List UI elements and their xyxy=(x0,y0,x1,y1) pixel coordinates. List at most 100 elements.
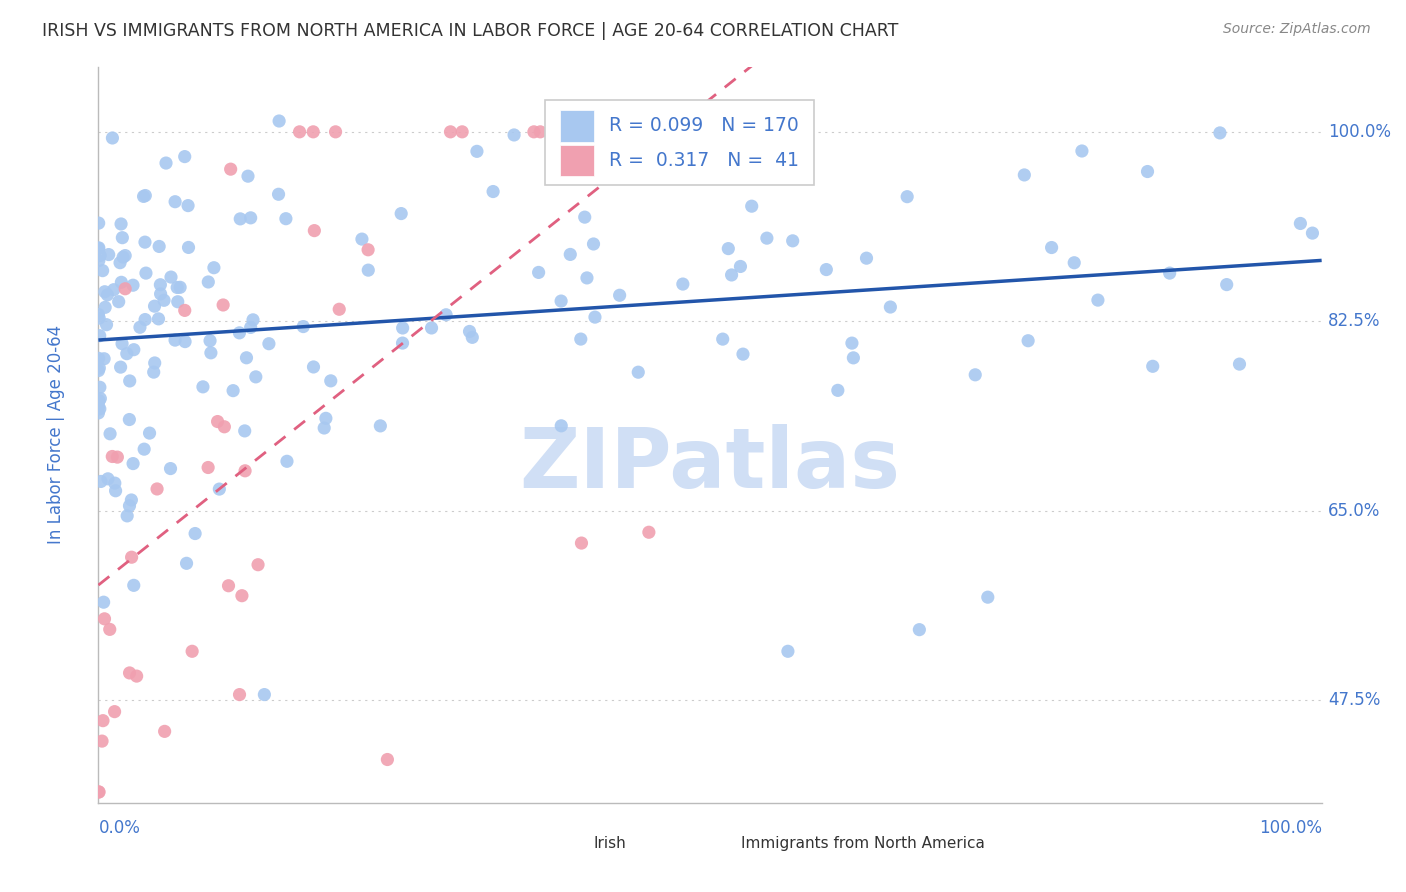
Text: IRISH VS IMMIGRANTS FROM NORTH AMERICA IN LABOR FORCE | AGE 20-64 CORRELATION CH: IRISH VS IMMIGRANTS FROM NORTH AMERICA I… xyxy=(42,22,898,40)
Point xyxy=(96,318,118,332)
Text: In Labor Force | Age 20-64: In Labor Force | Age 20-64 xyxy=(46,326,65,544)
Point xyxy=(1159,266,1181,280)
Point xyxy=(118,499,141,513)
Point xyxy=(896,189,918,203)
Point xyxy=(319,374,342,388)
Point xyxy=(198,334,221,348)
Point xyxy=(855,251,877,265)
Point xyxy=(93,612,115,626)
Point xyxy=(302,125,325,139)
Point xyxy=(434,308,457,322)
Point xyxy=(122,457,145,471)
FancyBboxPatch shape xyxy=(560,145,593,177)
Point xyxy=(724,114,747,128)
Point xyxy=(583,310,606,325)
Point xyxy=(503,128,526,142)
Point xyxy=(350,232,373,246)
Point xyxy=(257,336,280,351)
Point xyxy=(165,194,187,209)
Text: Immigrants from North America: Immigrants from North America xyxy=(741,836,984,851)
Point xyxy=(87,785,110,799)
Text: Source: ZipAtlas.com: Source: ZipAtlas.com xyxy=(1223,22,1371,37)
Point xyxy=(239,211,262,225)
Point xyxy=(815,262,838,277)
Point xyxy=(87,400,110,414)
Point xyxy=(97,472,120,486)
Point xyxy=(523,125,546,139)
Point xyxy=(91,263,114,277)
Point xyxy=(711,332,734,346)
Point xyxy=(267,187,290,202)
Point xyxy=(103,705,125,719)
Point xyxy=(527,265,550,279)
Point xyxy=(122,578,145,592)
Point xyxy=(104,483,127,498)
Point xyxy=(160,270,183,285)
Point xyxy=(439,125,461,139)
Point xyxy=(672,277,695,291)
Point xyxy=(717,242,740,256)
Point xyxy=(276,454,298,468)
Point xyxy=(111,230,134,244)
Point xyxy=(222,384,245,398)
Point xyxy=(87,393,110,408)
Point xyxy=(181,644,204,658)
Point xyxy=(1040,241,1063,255)
Point xyxy=(87,308,110,322)
Point xyxy=(87,253,110,268)
Point xyxy=(1017,334,1039,348)
Text: 82.5%: 82.5% xyxy=(1327,312,1381,330)
Text: 0.0%: 0.0% xyxy=(98,819,141,837)
Point xyxy=(94,285,117,299)
Point xyxy=(745,114,768,128)
Text: 100.0%: 100.0% xyxy=(1258,819,1322,837)
Point xyxy=(112,250,135,264)
Point xyxy=(143,356,166,370)
Point xyxy=(325,125,347,139)
Point xyxy=(146,482,169,496)
Point xyxy=(104,476,127,491)
Point xyxy=(637,525,661,540)
Point xyxy=(153,724,176,739)
Point xyxy=(1087,293,1109,307)
Point xyxy=(202,260,225,275)
Point xyxy=(110,276,132,290)
Point xyxy=(827,384,849,398)
Point xyxy=(776,644,799,658)
Point xyxy=(219,162,242,177)
Point xyxy=(569,332,592,346)
Point xyxy=(148,311,170,326)
Point xyxy=(550,418,572,433)
Point xyxy=(239,320,262,334)
Point xyxy=(1071,144,1094,158)
Point xyxy=(965,368,987,382)
Point xyxy=(159,461,181,475)
Point xyxy=(208,482,231,496)
Point xyxy=(582,237,605,252)
Point xyxy=(274,211,297,226)
Point xyxy=(908,623,931,637)
Point xyxy=(120,493,142,508)
Point xyxy=(89,401,111,416)
Point xyxy=(108,256,131,270)
Point xyxy=(461,330,484,344)
Point xyxy=(1142,359,1164,374)
Point xyxy=(143,299,166,313)
Point xyxy=(142,365,165,379)
Point xyxy=(529,125,551,139)
Point xyxy=(134,235,156,249)
Point xyxy=(236,169,259,184)
Point xyxy=(134,188,156,202)
Point xyxy=(197,460,219,475)
Point xyxy=(94,301,117,315)
Point xyxy=(87,351,110,366)
Point xyxy=(148,239,170,253)
Point xyxy=(200,346,222,360)
Point xyxy=(166,280,188,294)
Text: Irish: Irish xyxy=(593,836,627,851)
Point xyxy=(149,277,172,292)
Point xyxy=(550,294,572,309)
Point xyxy=(101,450,124,464)
Point xyxy=(574,210,596,224)
Point xyxy=(166,294,188,309)
